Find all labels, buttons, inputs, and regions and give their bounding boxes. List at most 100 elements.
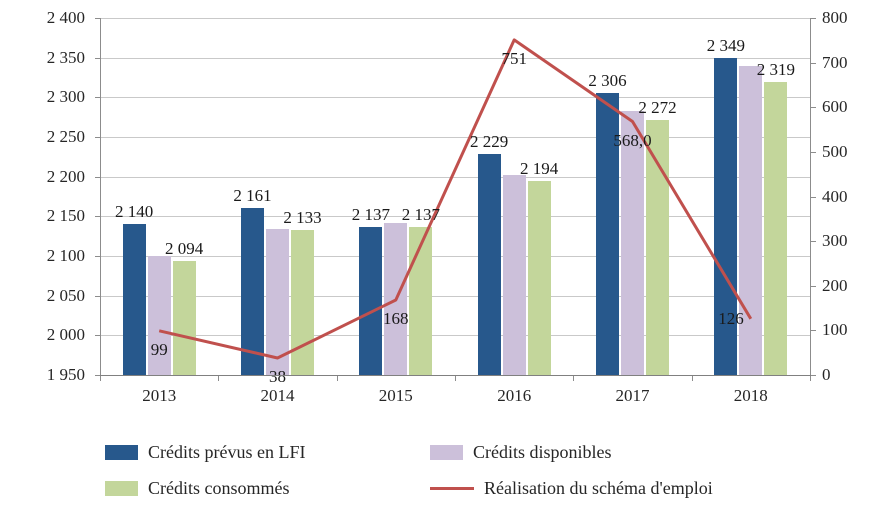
y-axis-left-tick (95, 295, 100, 297)
bar-label-credits-prevus-en-lfi: 2 137 (351, 204, 390, 224)
x-axis-label-2016: 2016 (497, 386, 532, 405)
y-axis-right-tick-label: 500 (822, 141, 848, 161)
x-axis-label-2014: 2014 (260, 386, 295, 405)
bar-label-credits-consommes: 2 137 (401, 204, 440, 224)
bar-credits-consommes (291, 229, 314, 375)
line-label: 168 (383, 309, 409, 328)
bar-label-credits-prevus-en-lfi: 2 306 (588, 70, 627, 90)
y-axis-right-tick (811, 18, 816, 19)
grid-line (100, 335, 810, 337)
line-label: 568,0 (613, 130, 652, 150)
legend-swatch-line (430, 486, 474, 490)
bar-label-credits-consommes: 2 133 (283, 207, 322, 227)
line-series-layer (158, 38, 753, 360)
legend-item-credits-consommes: Crédits consommés (105, 477, 290, 499)
bar-credits-disponibles (621, 110, 644, 375)
bar-credits-prevus-en-lfi (241, 207, 264, 375)
y-axis-left-tick-label: 2 300 (46, 87, 85, 107)
y-axis-left-tick-label: 2 400 (46, 8, 85, 27)
bar-credits-consommes (646, 119, 669, 375)
y-axis-right-tick-label: 400 (822, 186, 848, 206)
y-axis-right-tick-label: 100 (822, 320, 848, 340)
grid-line (100, 57, 810, 59)
x-axis-tick (100, 376, 101, 381)
x-axis-label-2018: 2018 (733, 386, 768, 405)
y-axis-right-tick (811, 107, 816, 109)
y-axis-right-tick (811, 375, 816, 376)
bar-credits-prevus-en-lfi (477, 153, 501, 375)
y-axis-left-tick (95, 335, 100, 337)
x-axis-line (100, 375, 811, 376)
grid-line (100, 176, 810, 178)
x-axis-label-2017: 2017 (615, 386, 650, 405)
y-axis-left-tick (95, 18, 100, 19)
bar-label-credits-prevus-en-lfi: 2 161 (233, 185, 272, 205)
y-axis-right-tick (811, 285, 816, 287)
legend-swatch-bar (105, 480, 138, 496)
y-axis-left-tick (95, 216, 100, 218)
bar-credits-prevus-en-lfi (714, 58, 738, 375)
y-axis-left-tick (95, 375, 100, 376)
bar-label-credits-consommes: 2 319 (756, 60, 795, 80)
y-axis-left-tick-label: 2 250 (46, 127, 85, 146)
grid-line (100, 97, 810, 99)
bar-label-credits-prevus-en-lfi: 2 229 (470, 131, 509, 151)
legend-label: Crédits disponibles (473, 442, 612, 462)
y-axis-right-tick (811, 151, 816, 153)
bar-credits-disponibles (147, 256, 171, 375)
y-axis-left-tick (95, 176, 100, 178)
bar-credits-prevus-en-lfi (122, 224, 146, 375)
y-axis-left-tick (95, 256, 100, 257)
legend-label: Crédits prévus en LFI (148, 442, 306, 462)
y-axis-right-tick-label: 700 (822, 52, 848, 72)
bar-label-credits-prevus-en-lfi: 2 140 (115, 202, 154, 222)
y-axis-left-tick-label: 2 050 (46, 285, 85, 305)
legend-swatch-bar (430, 444, 463, 460)
line-label: 126 (718, 308, 744, 328)
y-axis-right-tick (811, 196, 816, 198)
legend-item-credits-disponibles: Crédits disponibles (430, 441, 612, 463)
bar-credits-disponibles (502, 175, 526, 375)
bar-credits-consommes (527, 181, 551, 375)
line-label: 38 (269, 367, 286, 386)
y-axis-left-tick-label: 2 350 (46, 47, 85, 67)
x-axis-tick (455, 376, 456, 381)
bar-label-credits-consommes: 2 272 (638, 97, 677, 117)
line-realisation-du-schema-d-emploi (158, 38, 753, 360)
plot-area: 2 140 2 094 2 161 2 133 2 137 2 137 2 229 2 194… (100, 18, 810, 386)
y-axis-right-tick-label: 300 (822, 231, 848, 251)
bar-label-credits-prevus-en-lfi: 2 349 (706, 36, 745, 56)
bar-credits-consommes (764, 82, 788, 375)
y-axis-line-left (100, 18, 101, 375)
bar-credits-prevus-en-lfi (359, 226, 383, 375)
y-axis-left-tick-label: 2 200 (46, 166, 85, 186)
legend-item-realisation-du-schema-d-emploi: Réalisation du schéma d'emploi (430, 477, 713, 499)
y-axis-right-tick-label: 600 (822, 97, 848, 117)
y-axis-line-right (810, 18, 811, 375)
x-axis-tick (573, 376, 575, 381)
grid-line (100, 216, 810, 218)
y-axis-left-tick-label: 2 100 (46, 246, 85, 265)
grid-line (100, 137, 810, 138)
y-axis-left-tick (95, 57, 100, 59)
bar-credits-disponibles (739, 65, 763, 375)
y-axis-left-tick (95, 97, 100, 99)
bar-credits-disponibles (266, 229, 289, 375)
bar-label-credits-consommes: 2 194 (520, 159, 559, 179)
y-axis-right-tick (811, 62, 816, 64)
grid-line (100, 256, 810, 257)
bar-credits-consommes (172, 260, 196, 375)
x-axis-tick (336, 376, 338, 381)
bar-credits-prevus-en-lfi (596, 92, 619, 375)
y-axis-left-tick-label: 2 000 (46, 325, 85, 345)
line-label: 99 (150, 339, 168, 359)
legend-item-credits-prevus-en-lfi: Crédits prévus en LFI (105, 441, 305, 463)
grid-line (100, 18, 810, 19)
y-axis-left-tick-label: 1 950 (46, 365, 85, 384)
bar-label-credits-consommes: 2 094 (165, 238, 204, 258)
y-axis-right-tick (811, 241, 816, 243)
bar-credits-consommes (409, 226, 433, 375)
legend-swatch-bar (105, 444, 138, 460)
y-axis-right-tick-label: 800 (822, 8, 848, 27)
